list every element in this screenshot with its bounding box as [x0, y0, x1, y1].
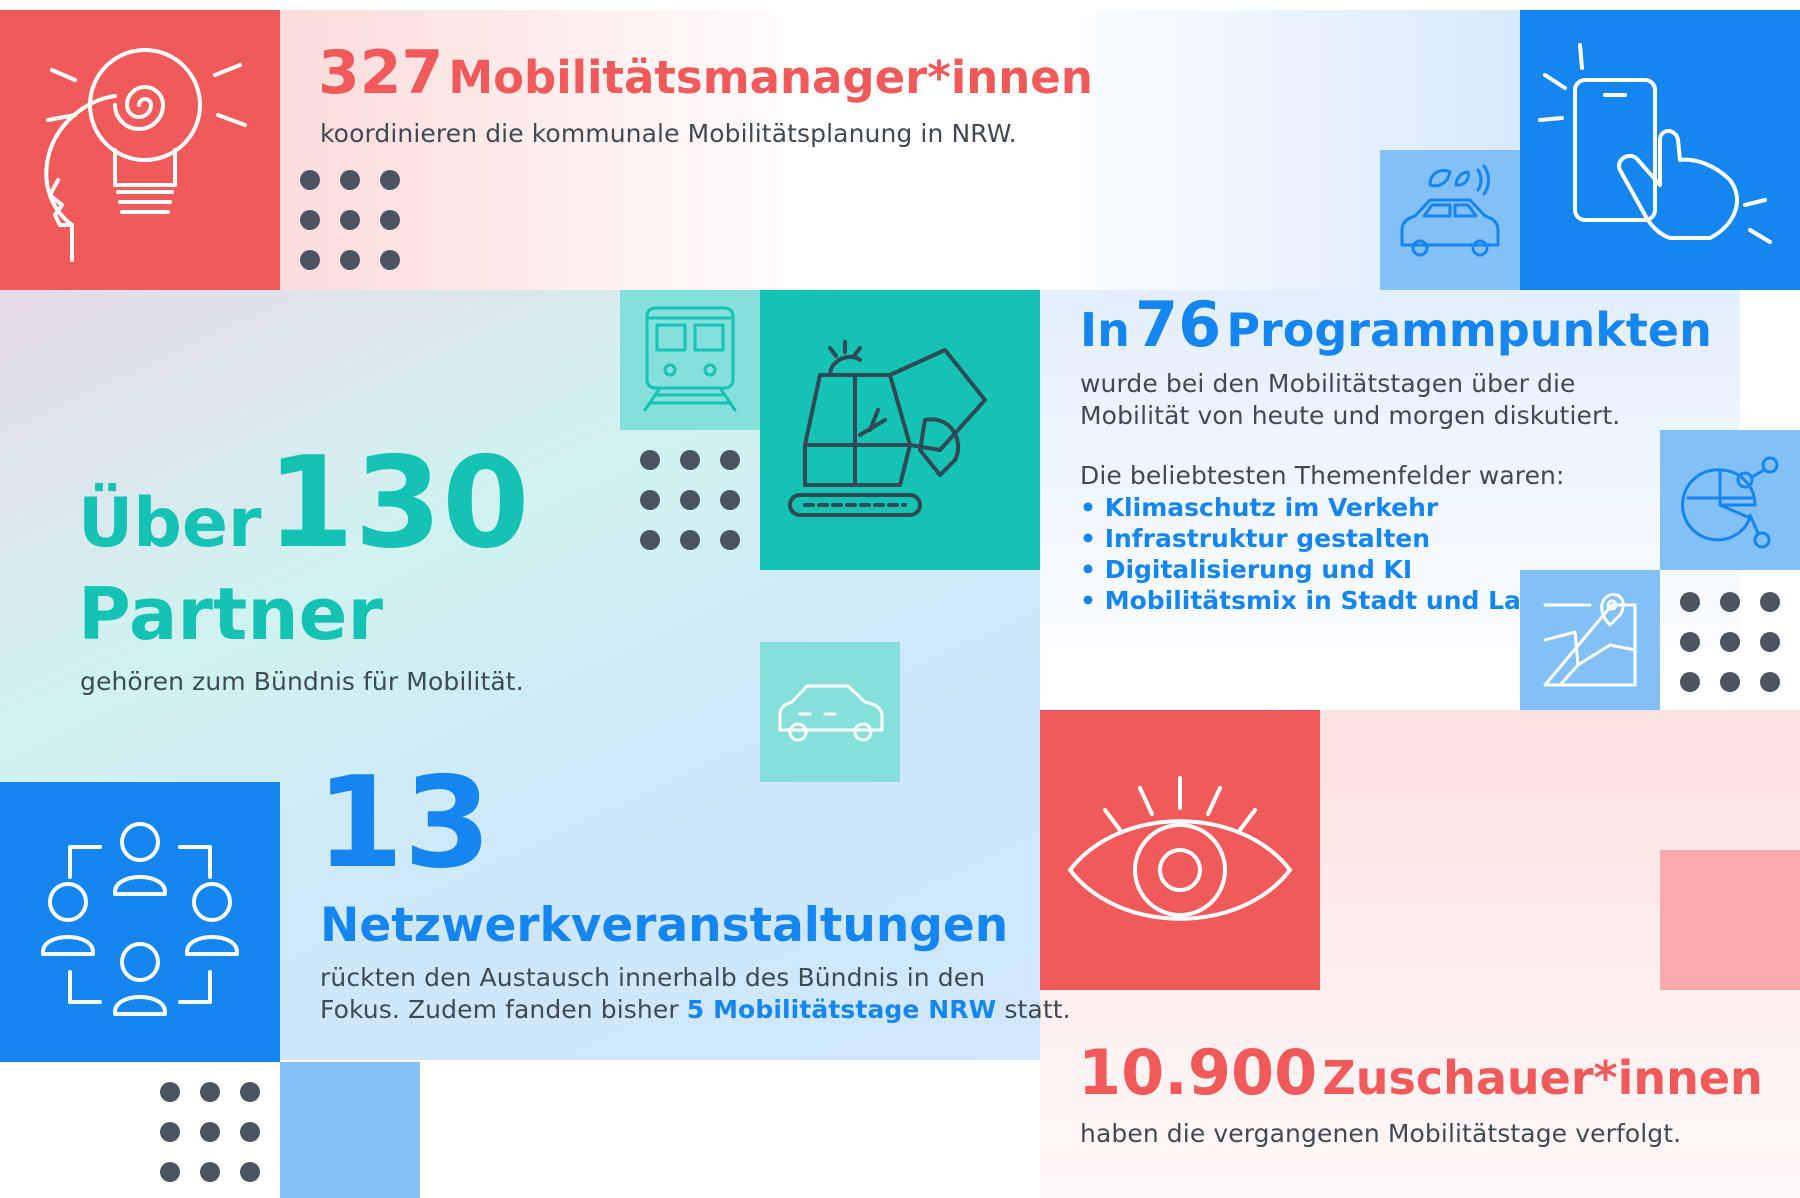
- managers-number: 327: [318, 38, 444, 108]
- topics-list: Klimaschutz im Verkehr Infrastruktur ges…: [1080, 492, 1557, 616]
- car-icon: [778, 684, 884, 742]
- eye-icon: [1068, 776, 1292, 921]
- smartphone-touch-icon: [1538, 43, 1772, 244]
- viewers-number: 10.900: [1078, 1036, 1318, 1109]
- topic-item: Klimaschutz im Verkehr: [1080, 492, 1557, 523]
- viewers-text: haben die vergangenen Mobilitätstage ver…: [1080, 1119, 1682, 1148]
- events-text-pre: Fokus. Zudem fanden bisher: [320, 995, 679, 1024]
- dots-right: [1680, 592, 1780, 692]
- partners-heading: Über 130: [78, 440, 530, 566]
- train-tile: [620, 290, 760, 430]
- topic-item: Digitalisierung und KI: [1080, 554, 1557, 585]
- partners-prefix: Über: [78, 484, 262, 563]
- car-tile: [760, 642, 900, 782]
- events-number: 13: [316, 749, 492, 896]
- bg-bottom-left-white: [420, 1060, 1040, 1198]
- program-number: 76: [1134, 288, 1222, 361]
- program-text-line1: wurde bei den Mobilitätstagen über die: [1080, 369, 1576, 398]
- bg-top-red-wash: [280, 10, 1520, 290]
- program-label: Programmpunkten: [1226, 303, 1712, 357]
- managers-text: koordinieren die kommunale Mobilitätspla…: [320, 119, 1017, 148]
- topic-item: Infrastruktur gestalten: [1080, 523, 1557, 554]
- partners-number: 130: [266, 429, 530, 576]
- events-label: Netzwerkveranstaltungen: [320, 898, 1009, 953]
- managers-heading: 327 Mobilitätsmanager*innen: [318, 38, 1093, 108]
- events-text-post: statt.: [1004, 995, 1071, 1024]
- topics-intro: Die beliebtesten Themenfelder waren:: [1080, 461, 1565, 490]
- light-red-square: [1660, 850, 1800, 990]
- partners-text: gehören zum Bündnis für Mobilität.: [80, 667, 524, 696]
- program-prefix: In: [1080, 303, 1130, 357]
- program-heading: In 76 Programmpunkten: [1080, 288, 1712, 361]
- network-people-icon: [41, 822, 239, 1016]
- dots-top-left: [300, 170, 400, 270]
- events-text-highlight: 5 Mobilitätstage NRW: [686, 995, 997, 1024]
- program-text-line2: Mobilität von heute und morgen diskutier…: [1080, 401, 1621, 430]
- head-lightbulb-tile: [0, 10, 280, 290]
- map-pin-icon: [1543, 592, 1637, 687]
- events-text-line1: rückten den Austausch innerhalb des Bünd…: [320, 963, 986, 992]
- partners-label: Partner: [78, 572, 383, 656]
- excavator-icon: [788, 340, 987, 517]
- pie-chart-network-icon: [1681, 456, 1779, 549]
- phone-touch-tile: [1520, 10, 1800, 290]
- managers-label: Mobilitätsmanager*innen: [448, 51, 1093, 104]
- train-icon: [643, 306, 737, 412]
- light-blue-square: [280, 1062, 420, 1198]
- map-pin-tile: [1520, 570, 1660, 710]
- network-people-tile: [0, 782, 280, 1062]
- events-text-line2: Fokus. Zudem fanden bisher 5 Mobilitätst…: [320, 994, 1071, 1026]
- head-lightbulb-icon: [44, 48, 247, 262]
- viewers-label: Zuschauer*innen: [1322, 1051, 1763, 1105]
- viewers-heading: 10.900 Zuschauer*innen: [1078, 1036, 1763, 1109]
- dots-middle: [640, 450, 740, 550]
- pie-chart-tile: [1660, 430, 1800, 570]
- events-text: rückten den Austausch innerhalb des Bünd…: [320, 962, 1071, 1026]
- dots-bottom-left: [160, 1082, 260, 1182]
- eco-car-tile: [1380, 150, 1520, 290]
- eye-tile: [1040, 710, 1320, 990]
- eco-car-icon: [1400, 164, 1500, 257]
- program-text: wurde bei den Mobilitätstagen über die M…: [1080, 368, 1620, 432]
- excavator-tile: [760, 290, 1040, 570]
- topic-item: Mobilitätsmix in Stadt und Land: [1080, 585, 1557, 616]
